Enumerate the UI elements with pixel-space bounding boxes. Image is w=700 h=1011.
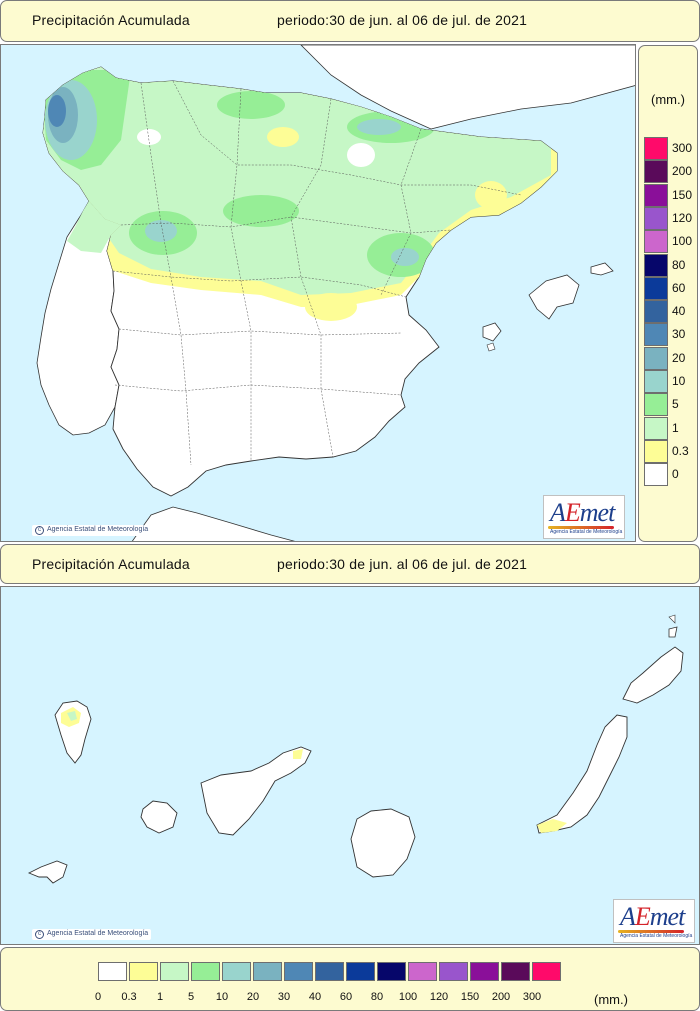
tenerife-island (200, 746, 312, 836)
legend-label-120: 120 (672, 210, 693, 225)
legend-swatch-h-0-3 (129, 962, 158, 981)
peninsula-map: c Agencia Estatal de Meteorología AEmet A… (0, 44, 636, 542)
legend-swatch-h-100 (408, 962, 437, 981)
legend-label-h-120: 120 (429, 991, 449, 1003)
legend-swatch-40 (644, 300, 668, 324)
lanzarote-island (622, 646, 684, 704)
copyright-note-canarias: c Agencia Estatal de Meteorología (32, 929, 152, 940)
legend-label-h-300: 300 (522, 991, 542, 1003)
legend-label-60: 60 (672, 280, 686, 295)
fuerteventura-island (536, 714, 628, 834)
legend-swatch-0-3 (644, 439, 668, 463)
canary-islands-map: c Agencia Estatal de Meteorología AEmet A… (0, 586, 700, 945)
legend-swatch-h-1 (160, 962, 189, 981)
france-landmass (300, 45, 635, 130)
legend-swatch-1 (644, 416, 668, 440)
legend-swatch-30 (644, 323, 668, 347)
canary-islands-map-svg (27, 614, 684, 884)
legend-label-200: 200 (672, 164, 693, 179)
legend-label-h-150: 150 (460, 991, 480, 1003)
gran-canaria-island (350, 808, 416, 878)
legend-swatch-h-5 (191, 962, 220, 981)
legend-label-1: 1 (672, 420, 679, 435)
legend-label-h-200: 200 (491, 991, 511, 1003)
legend-label-h-20: 20 (246, 991, 260, 1003)
legend-swatch-h-80 (377, 962, 406, 981)
aemet-logo-canarias: AEmet Agencia Estatal de Meteorología (613, 899, 695, 943)
ibiza-island (482, 322, 502, 342)
middle-title-bar: Precipitación Acumulada periodo:30 de ju… (0, 544, 700, 584)
legend-swatch-h-150 (470, 962, 499, 981)
legend-label-h-1: 1 (156, 991, 164, 1003)
legend-swatch-h-10 (222, 962, 251, 981)
legend-swatch-200 (644, 160, 668, 184)
legend-label-80: 80 (672, 257, 686, 272)
horizontal-legend: 0 0.3 1 5 10 20 30 40 60 80 100 120 150 200 300 (mm.) (0, 947, 700, 1011)
aemet-logo: AEmet Agencia Estatal de Meteorología (543, 495, 625, 539)
legend-unit-horizontal: (mm.) (594, 992, 628, 1007)
legend-label-300: 300 (672, 141, 693, 155)
legend-label-h-0: 0 (94, 991, 102, 1003)
la-gomera-island (140, 800, 178, 834)
legend-swatch-300 (644, 137, 668, 160)
legend-label-40: 40 (672, 304, 686, 319)
legend-swatch-5 (644, 393, 668, 417)
legend-swatch-h-30 (284, 962, 313, 981)
legend-label-h-60: 60 (339, 991, 353, 1003)
legend-label-30: 30 (672, 327, 686, 342)
map-title-canarias: Precipitación Acumulada (32, 556, 190, 572)
legend-label-h-40: 40 (308, 991, 322, 1003)
province-boundaries (112, 80, 522, 466)
legend-label-100: 100 (672, 234, 693, 249)
period-label: periodo:30 de jun. al 06 de jul. de 2021 (277, 12, 528, 28)
el-hierro-island (27, 860, 68, 884)
legend-swatch-10 (644, 370, 668, 393)
legend-swatch-120 (644, 206, 668, 230)
period-label-canarias: periodo:30 de jun. al 06 de jul. de 2021 (277, 556, 528, 572)
legend-label-h-5: 5 (187, 991, 195, 1003)
peninsula-map-svg (36, 45, 635, 541)
legend-label-10: 10 (672, 374, 686, 388)
legend-swatch-h-0 (98, 962, 127, 981)
legend-label-0-3: 0.3 (672, 443, 689, 458)
legend-swatch-20 (644, 346, 668, 370)
legend-unit: (mm.) (651, 92, 685, 107)
legend-swatch-0 (644, 463, 668, 487)
legend-swatch-60 (644, 276, 668, 300)
legend-label-150: 150 (672, 187, 693, 202)
legend-label-5: 5 (672, 397, 679, 412)
legend-label-h-10: 10 (215, 991, 229, 1003)
copyright-note: c Agencia Estatal de Meteorología (32, 525, 152, 536)
legend-swatch-80 (644, 253, 668, 277)
morocco-landmass (131, 506, 296, 541)
legend-swatch-h-200 (501, 962, 530, 981)
legend-swatch-h-120 (439, 962, 468, 981)
legend-label-20: 20 (672, 350, 686, 365)
legend-label-h-0-3: 0.3 (121, 991, 137, 1003)
legend-label-0: 0 (672, 467, 679, 482)
top-title-bar: Precipitación Acumulada periodo:30 de ju… (0, 0, 700, 42)
map-title: Precipitación Acumulada (32, 12, 190, 28)
legend-label-h-30: 30 (277, 991, 291, 1003)
vertical-legend: (mm.) 300 200 150 120 100 80 60 40 30 20 10 5 1 0.3 0 (638, 45, 698, 542)
legend-swatch-h-300 (532, 962, 561, 981)
legend-label-h-100: 100 (398, 991, 418, 1003)
legend-swatch-h-20 (253, 962, 282, 981)
mallorca-island (528, 274, 580, 320)
legend-swatch-150 (644, 183, 668, 207)
legend-swatch-h-60 (346, 962, 375, 981)
legend-swatch-h-40 (315, 962, 344, 981)
legend-label-h-80: 80 (370, 991, 384, 1003)
menorca-island (590, 262, 614, 276)
legend-swatch-100 (644, 230, 668, 254)
